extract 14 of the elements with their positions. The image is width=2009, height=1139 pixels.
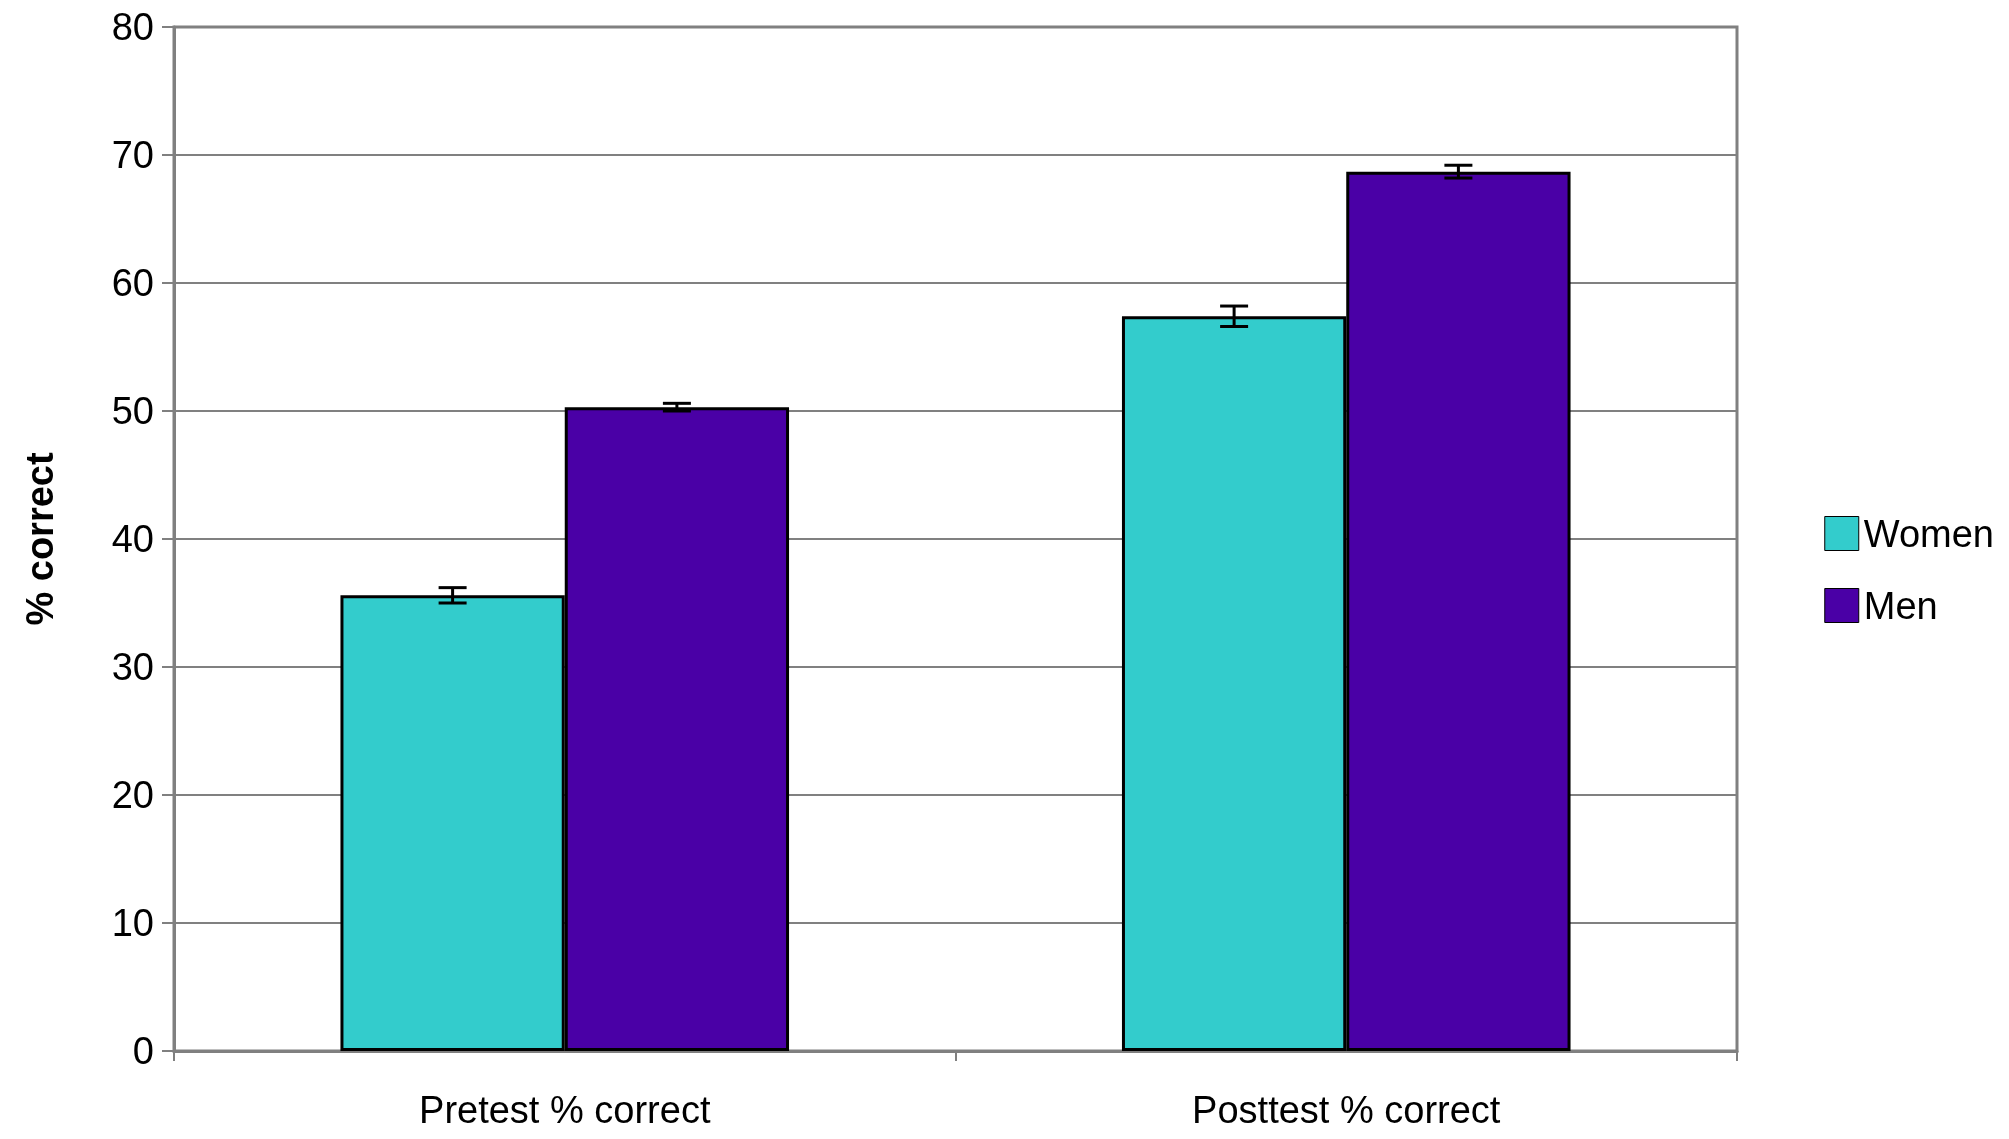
- y-tick-label: 50: [111, 390, 154, 432]
- x-tick-label: Posttest % correct: [1192, 1089, 1501, 1131]
- y-tick-label: 30: [111, 646, 154, 688]
- legend-label: Men: [1863, 584, 1938, 627]
- y-tick-label: 70: [111, 134, 154, 176]
- y-tick-label: 80: [111, 6, 154, 48]
- y-tick-label: 10: [111, 902, 154, 944]
- y-tick-label: 20: [111, 774, 154, 816]
- y-axis-title: % correct: [19, 452, 61, 626]
- y-tick-label: 40: [111, 518, 154, 560]
- legend-label: Women: [1863, 512, 1995, 555]
- x-tick-label: Pretest % correct: [419, 1089, 711, 1131]
- y-tick-label: 60: [111, 262, 154, 304]
- y-tick-label: 0: [132, 1030, 154, 1072]
